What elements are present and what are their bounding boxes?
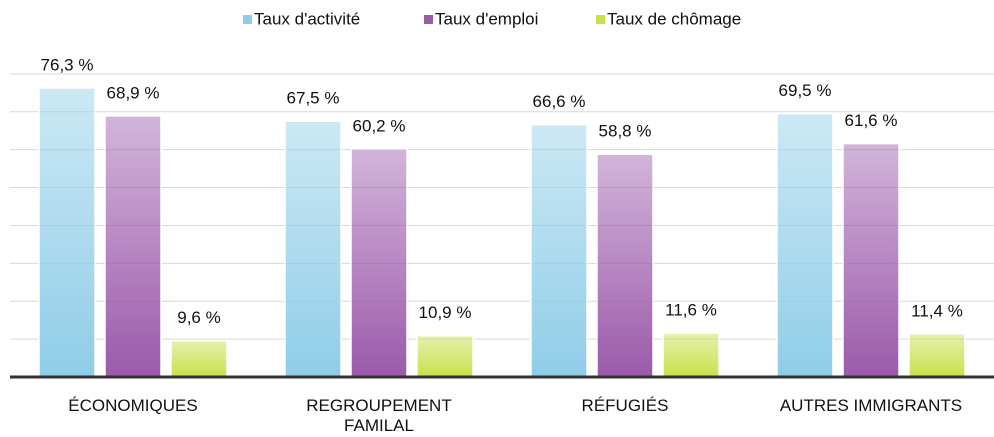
x-tick-label: RÉFUGIÉS bbox=[581, 396, 669, 415]
bar bbox=[662, 332, 720, 378]
value-label: 60,2 % bbox=[353, 116, 406, 135]
bar bbox=[416, 334, 474, 378]
value-label: 9,6 % bbox=[177, 308, 220, 327]
bar bbox=[908, 333, 966, 378]
x-tick-label: ÉCONOMIQUES bbox=[68, 396, 198, 415]
legend-label: Taux d'emploi bbox=[435, 9, 538, 28]
value-label: 66,6 % bbox=[533, 92, 586, 111]
legend-swatch bbox=[424, 15, 433, 24]
legend-label: Taux d'activité bbox=[254, 9, 360, 28]
bar bbox=[170, 339, 228, 378]
value-label: 68,9 % bbox=[107, 83, 160, 102]
value-label: 58,8 % bbox=[599, 122, 652, 141]
bar bbox=[842, 142, 900, 378]
value-label: 10,9 % bbox=[419, 303, 472, 322]
bar bbox=[104, 115, 162, 378]
value-label: 69,5 % bbox=[779, 81, 832, 100]
bar bbox=[38, 87, 96, 378]
bar bbox=[284, 120, 342, 378]
bar bbox=[530, 123, 588, 378]
legend-swatch bbox=[596, 15, 605, 24]
bar bbox=[350, 148, 408, 378]
value-label: 61,6 % bbox=[845, 111, 898, 130]
legend-swatch bbox=[243, 15, 252, 24]
bar bbox=[596, 153, 654, 378]
value-label: 76,3 % bbox=[41, 55, 94, 74]
value-label: 67,5 % bbox=[287, 89, 340, 108]
x-tick-label: REGROUPEMENT FAMILAL bbox=[306, 396, 452, 435]
bar bbox=[776, 112, 834, 378]
x-tick-label: AUTRES IMMIGRANTS bbox=[779, 396, 963, 415]
legend-label: Taux de chômage bbox=[607, 9, 741, 28]
value-label: 11,6 % bbox=[665, 301, 717, 320]
value-label: 11,4 % bbox=[911, 301, 963, 320]
